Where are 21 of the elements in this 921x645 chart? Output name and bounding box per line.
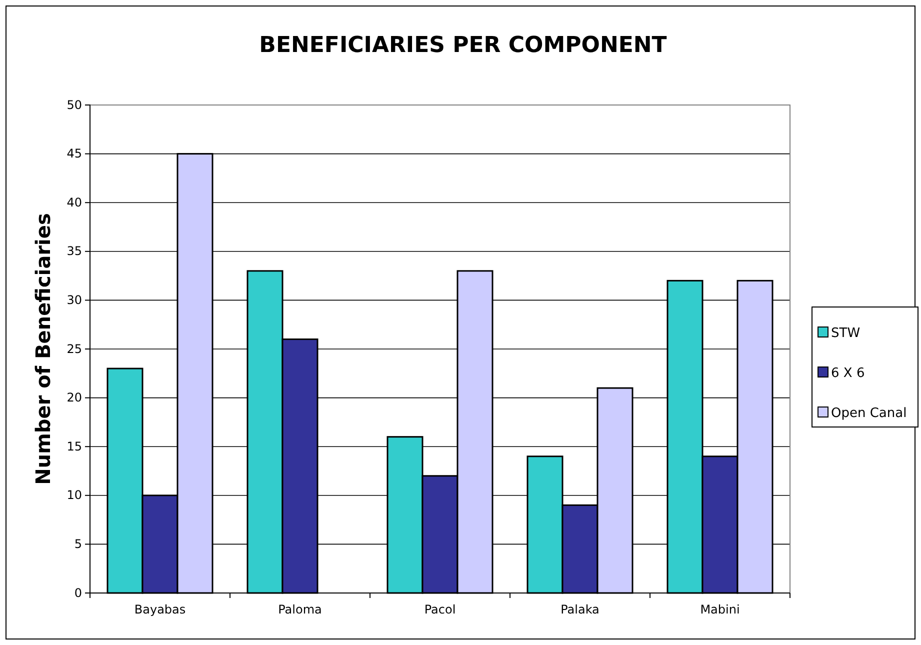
y-tick-label: 15 — [66, 439, 82, 454]
x-tick-label: Bayabas — [134, 602, 186, 617]
x-tick-label: Paloma — [278, 602, 322, 617]
legend-label: STW — [831, 326, 860, 341]
legend-label: 6 X 6 — [831, 366, 865, 381]
x-tick-label: Palaka — [560, 602, 600, 617]
y-tick-label: 35 — [66, 244, 82, 258]
x-tick-label: Pacol — [424, 602, 456, 617]
y-tick-label: 5 — [74, 537, 82, 552]
y-axis-title: Number of Beneficiaries — [31, 213, 55, 485]
y-tick-label: 10 — [66, 488, 82, 502]
chart-title: BENEFICIARIES PER COMPONENT — [259, 33, 667, 58]
y-tick-label: 20 — [66, 390, 82, 405]
y-tick-label: 25 — [66, 342, 82, 356]
y-tick-label: 0 — [74, 586, 82, 600]
legend-label: Open Canal — [831, 406, 907, 421]
y-tick-label: 30 — [66, 293, 82, 308]
x-tick-label: Mabini — [700, 602, 740, 617]
y-tick-label: 50 — [66, 98, 82, 112]
y-tick-label: 45 — [66, 146, 82, 161]
y-tick-label: 40 — [66, 195, 82, 210]
